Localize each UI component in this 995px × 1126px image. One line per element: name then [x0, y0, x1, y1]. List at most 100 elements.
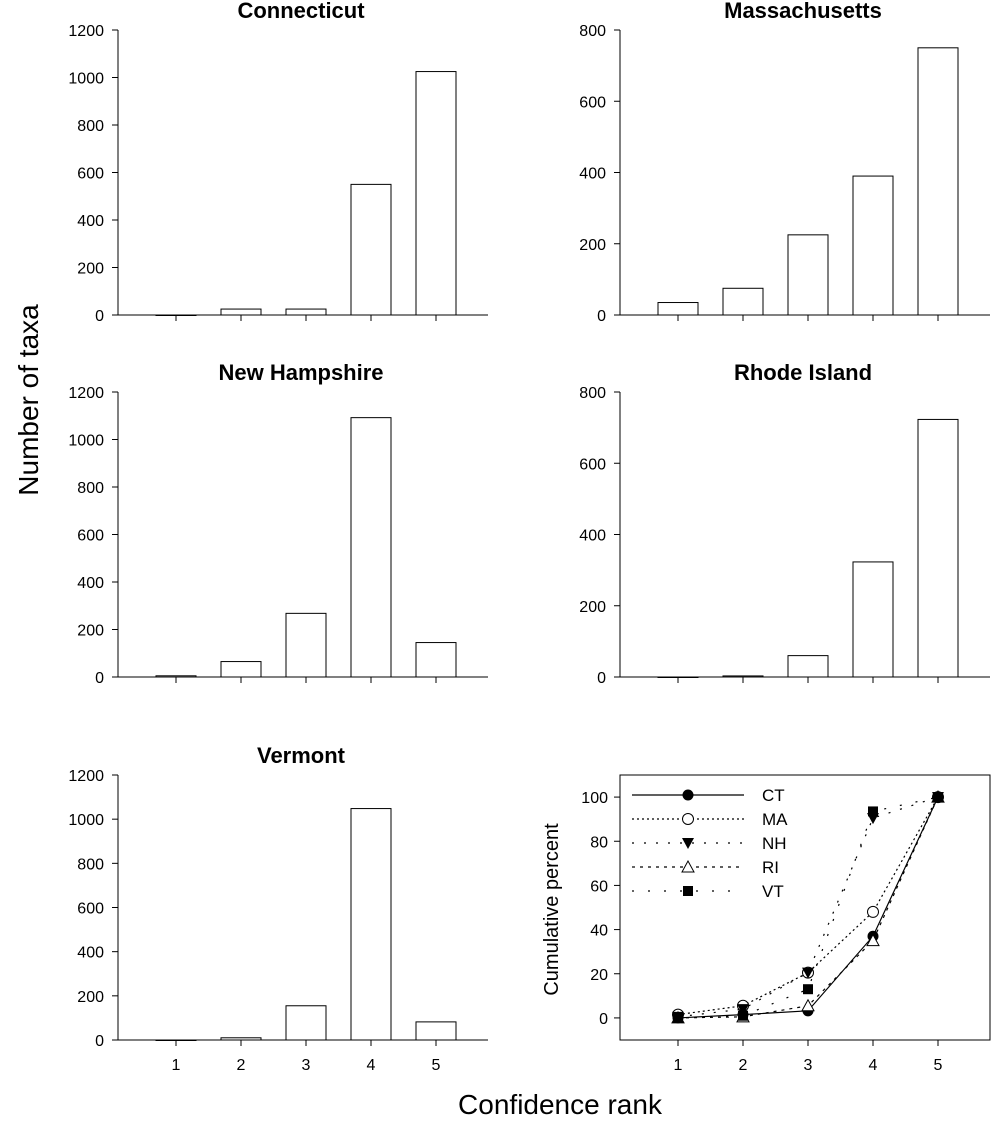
- point-NH-3: [802, 967, 814, 979]
- y-tick-label: 0: [597, 670, 606, 687]
- figure-y-label: Number of taxa: [13, 304, 44, 496]
- y-tick-label: 40: [590, 923, 608, 940]
- y-tick-label: 600: [77, 901, 104, 918]
- bar-4: [350, 183, 392, 316]
- y-tick-label: 60: [590, 878, 608, 895]
- point-VT-2: [738, 1010, 748, 1021]
- bar-5: [917, 47, 959, 316]
- bar-2: [722, 287, 764, 316]
- bar-2: [722, 675, 764, 678]
- bar-4: [852, 175, 894, 316]
- y-tick-label: 1000: [68, 433, 104, 450]
- x-tick-label: 4: [869, 1057, 878, 1074]
- x-tick-label: 2: [237, 1057, 246, 1074]
- y-tick-label: 0: [95, 308, 104, 325]
- y-tick-label: 800: [77, 856, 104, 873]
- legend-marker-CT: [682, 789, 694, 801]
- panel-title: Massachusetts: [724, 0, 882, 23]
- panel-title: Vermont: [257, 743, 346, 768]
- legend-marker-RI: [681, 859, 695, 873]
- bar-3: [787, 234, 829, 316]
- panel-title: Connecticut: [237, 0, 365, 23]
- point-VT-1: [673, 1012, 683, 1023]
- bar-3: [285, 612, 327, 678]
- bar-5: [917, 418, 959, 678]
- point-RI-3: [801, 998, 815, 1012]
- y-tick-label: 400: [579, 528, 606, 545]
- x-tick-label: 3: [804, 1057, 813, 1074]
- legend-label-VT: VT: [762, 882, 784, 901]
- bar-5: [415, 1021, 457, 1041]
- point-VT-3: [803, 984, 813, 995]
- x-tick-label: 3: [302, 1057, 311, 1074]
- bar-5: [415, 642, 457, 678]
- legend-marker-VT: [683, 886, 693, 896]
- x-tick-label: 5: [934, 1057, 943, 1074]
- y-tick-label: 1200: [68, 23, 104, 40]
- panel-1: Connecticut 0 200 400 600 800 1000 1200: [68, 0, 488, 325]
- legend-label-CT: CT: [762, 786, 785, 805]
- bar-4: [852, 561, 894, 678]
- panel-title: Rhode Island: [734, 360, 872, 385]
- bar-1: [657, 302, 699, 316]
- panel-3: New Hampshire 0 200 400 600 800 1000 1200: [68, 360, 488, 687]
- legend-marker-MA: [682, 813, 694, 825]
- y-tick-label: 1200: [68, 385, 104, 402]
- bar-3: [787, 655, 829, 678]
- y-tick-label: 0: [597, 308, 606, 325]
- bar-4: [350, 417, 392, 678]
- y-tick-label: 400: [77, 575, 104, 592]
- y-tick-label: 600: [579, 456, 606, 473]
- x-tick-label: 1: [674, 1057, 683, 1074]
- y-tick-label: 1200: [68, 768, 104, 785]
- legend-label-RI: RI: [762, 858, 779, 877]
- panels: Connecticut020040060080010001200Massachu…: [68, 0, 991, 1074]
- panel-4: Rhode Island 0 200 400 600 800: [579, 360, 990, 687]
- y-tick-label: 800: [579, 385, 606, 402]
- panel-2: Massachusetts 0 200 400 600 800: [579, 0, 990, 325]
- x-tick-label: 2: [739, 1057, 748, 1074]
- point-NH-2: [737, 1004, 749, 1016]
- bar-3: [285, 308, 327, 316]
- y-tick-label: 20: [590, 967, 608, 984]
- y-tick-label: 200: [579, 599, 606, 616]
- y-tick-label: 1000: [68, 812, 104, 829]
- y-tick-label: 400: [77, 213, 104, 230]
- y-tick-label: 400: [77, 945, 104, 962]
- y-tick-label: 600: [579, 94, 606, 111]
- point-VT-5: [933, 792, 943, 803]
- y-tick-label: 200: [77, 623, 104, 640]
- bar-1: [155, 675, 197, 678]
- bar-2: [220, 1037, 262, 1041]
- y-tick-label: 200: [579, 237, 606, 254]
- point-RI-4: [866, 933, 880, 947]
- series-VT: [673, 792, 943, 1023]
- series-line-NH: [677, 796, 939, 1018]
- series-line-MA: [677, 796, 939, 1016]
- bar-4: [350, 808, 392, 1041]
- y-tick-label: 0: [95, 1033, 104, 1050]
- plot-frame: [619, 774, 991, 1041]
- y-tick-label: 600: [77, 166, 104, 183]
- bar-1: [657, 676, 699, 678]
- y-axis-label: Cumulative percent: [541, 823, 563, 996]
- bar-1: [155, 1039, 197, 1041]
- y-tick-label: 0: [599, 1011, 608, 1028]
- x-tick-label: 5: [432, 1057, 441, 1074]
- bar-1: [155, 314, 197, 316]
- bar-2: [220, 308, 262, 316]
- legend-label-MA: MA: [762, 810, 788, 829]
- legend: CT MA NH RI VT: [632, 786, 788, 901]
- bar-3: [285, 1005, 327, 1041]
- y-tick-label: 80: [590, 834, 608, 851]
- y-tick-label: 800: [579, 23, 606, 40]
- x-tick-label: 4: [367, 1057, 376, 1074]
- point-MA-4: [867, 905, 879, 918]
- y-tick-label: 600: [77, 528, 104, 545]
- bar-5: [415, 71, 457, 316]
- panel-5: Vermont 0 200 400 600 800 1000 1200 1 2 3 4 5: [68, 743, 488, 1074]
- legend-marker-NH: [682, 838, 694, 849]
- y-tick-label: 0: [95, 670, 104, 687]
- y-tick-label: 400: [579, 166, 606, 183]
